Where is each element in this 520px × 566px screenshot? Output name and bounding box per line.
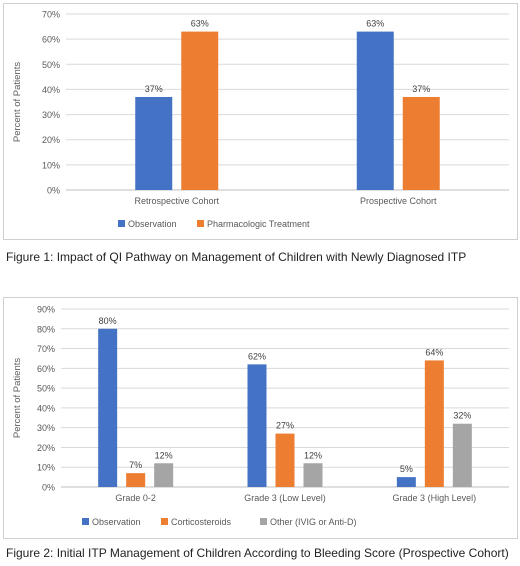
y-tick-label: 80% bbox=[37, 324, 55, 334]
y-tick-label: 10% bbox=[42, 160, 60, 170]
data-label: 63% bbox=[191, 19, 209, 29]
bar-pharmacologic-treatment bbox=[181, 31, 219, 190]
bar-pharmacologic-treatment bbox=[402, 96, 440, 190]
data-label: 12% bbox=[155, 450, 173, 460]
chart-1: 0% 10% 20% 30% 40% 50% 60% 70% Percent of Patien… bbox=[12, 10, 509, 229]
data-label: 80% bbox=[99, 316, 117, 326]
bar-other-ivig-or-anti-d bbox=[154, 463, 174, 487]
data-label: 62% bbox=[248, 351, 266, 361]
data-label: 12% bbox=[304, 450, 322, 460]
figure-2-caption: Figure 2: Initial ITP Management of Chil… bbox=[6, 546, 509, 560]
bar-observation bbox=[247, 364, 267, 487]
chart-1-frame: 0% 10% 20% 30% 40% 50% 60% 70% Percent of Patien… bbox=[3, 3, 518, 240]
legend-swatch bbox=[118, 220, 125, 227]
y-tick-label: 20% bbox=[37, 443, 55, 453]
bar-observation bbox=[135, 96, 173, 190]
data-label: 5% bbox=[400, 464, 413, 474]
y-tick-label: 50% bbox=[37, 384, 55, 394]
x-tick-label: Retrospective Cohort bbox=[134, 196, 219, 206]
bar-corticosteroids bbox=[275, 433, 295, 487]
y-tick-label: 90% bbox=[37, 305, 55, 315]
y-tick-label: 70% bbox=[42, 10, 60, 20]
data-label: 63% bbox=[366, 19, 384, 29]
chart-2: 0% 10% 20% 30% 40% 50% 60% 70% 80% 90% Percent of … bbox=[12, 305, 509, 527]
legend-label: Corticosteroids bbox=[171, 517, 232, 527]
legend-label: Observation bbox=[92, 517, 141, 527]
y-tick-label: 20% bbox=[42, 135, 60, 145]
legend-swatch bbox=[161, 518, 168, 525]
y-tick-label: 10% bbox=[37, 463, 55, 473]
chart-2-frame: 0% 10% 20% 30% 40% 50% 60% 70% 80% 90% Percent of … bbox=[3, 297, 518, 539]
bar-other-ivig-or-anti-d bbox=[452, 423, 472, 487]
legend-label: Other (IVIG or Anti-D) bbox=[270, 517, 357, 527]
data-label: 32% bbox=[453, 411, 471, 421]
x-tick-label: Grade 0-2 bbox=[115, 493, 156, 503]
bar-other-ivig-or-anti-d bbox=[303, 463, 323, 487]
y-tick-label: 30% bbox=[42, 110, 60, 120]
y-tick-label: 40% bbox=[42, 85, 60, 95]
y-tick-label: 60% bbox=[42, 35, 60, 45]
y-tick-label: 40% bbox=[37, 403, 55, 413]
y-tick-label: 30% bbox=[37, 423, 55, 433]
x-tick-label: Grade 3 (High Level) bbox=[393, 493, 477, 503]
legend-swatch bbox=[197, 220, 204, 227]
bar-corticosteroids bbox=[424, 360, 444, 487]
legend-swatch bbox=[82, 518, 89, 525]
data-label: 7% bbox=[129, 460, 142, 470]
data-label: 27% bbox=[276, 421, 294, 431]
data-label: 37% bbox=[145, 84, 163, 94]
x-tick-label: Grade 3 (Low Level) bbox=[244, 493, 326, 503]
bar-corticosteroids bbox=[126, 473, 146, 487]
y-tick-label: 50% bbox=[42, 60, 60, 70]
bar-observation bbox=[396, 477, 416, 487]
figure-1-caption: Figure 1: Impact of QI Pathway on Manage… bbox=[6, 250, 467, 264]
y-axis-title: Percent of Patients bbox=[12, 358, 23, 439]
y-tick-label: 60% bbox=[37, 364, 55, 374]
legend-label: Pharmacologic Treatment bbox=[207, 219, 310, 229]
legend-label: Observation bbox=[128, 219, 177, 229]
legend-swatch bbox=[260, 518, 267, 525]
bar-observation bbox=[98, 328, 118, 487]
x-tick-label: Prospective Cohort bbox=[360, 196, 437, 206]
y-tick-label: 0% bbox=[47, 186, 60, 196]
data-label: 64% bbox=[425, 347, 443, 357]
y-axis-title: Percent of Patients bbox=[12, 62, 23, 143]
y-tick-label: 70% bbox=[37, 344, 55, 354]
y-tick-label: 0% bbox=[42, 483, 55, 493]
data-label: 37% bbox=[412, 84, 430, 94]
bar-observation bbox=[356, 31, 394, 190]
